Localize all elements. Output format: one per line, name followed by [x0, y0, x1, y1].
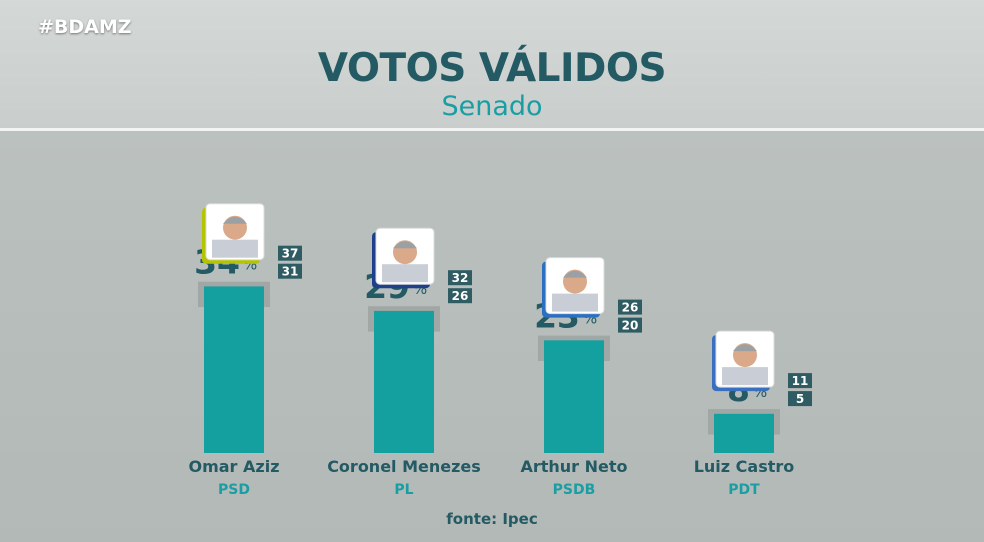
range-high-box	[278, 245, 302, 261]
bar	[714, 413, 774, 453]
range-low-label: 5	[796, 392, 804, 406]
range-high-label: 37	[282, 247, 299, 261]
photo-hair-shape	[563, 270, 587, 278]
range-high-label: 26	[622, 301, 639, 315]
party-label: PSDB	[553, 482, 596, 498]
party-label: PL	[394, 482, 413, 498]
photo-hair-shape	[393, 241, 417, 249]
hashtag-label: #BDAMZ	[38, 16, 132, 38]
bar	[544, 340, 604, 453]
photo-shirt-shape	[722, 367, 768, 386]
range-low-box	[788, 391, 812, 407]
range-low-label: 31	[282, 265, 299, 279]
range-high-box	[788, 373, 812, 389]
candidate-name-label: Omar Aziz	[188, 457, 279, 476]
photo-shirt-shape	[212, 239, 258, 258]
range-high-label: 32	[452, 271, 469, 285]
range-high-box	[448, 270, 472, 286]
range-low-label: 26	[452, 289, 469, 303]
chart-title: VOTOS VÁLIDOS	[317, 46, 667, 91]
range-high-label: 11	[792, 374, 809, 388]
party-label: PSD	[218, 482, 250, 498]
photo-shirt-shape	[552, 293, 598, 312]
party-label: PDT	[728, 482, 760, 498]
candidate-name-label: Coronel Menezes	[327, 457, 481, 476]
range-low-box	[618, 317, 642, 333]
photo-shirt-shape	[382, 264, 428, 283]
bar	[204, 286, 264, 453]
candidate-name-label: Luiz Castro	[694, 457, 795, 476]
photo-hair-shape	[223, 216, 247, 224]
source-note: fonte: Ipec	[446, 510, 538, 528]
range-low-label: 20	[622, 319, 639, 333]
range-low-box	[278, 263, 302, 279]
range-high-box	[618, 299, 642, 315]
header-divider	[0, 128, 984, 131]
header-band	[0, 0, 984, 130]
bar	[374, 310, 434, 453]
candidate-name-label: Arthur Neto	[520, 457, 627, 476]
chart-subtitle: Senado	[441, 91, 543, 122]
range-low-box	[448, 288, 472, 304]
photo-hair-shape	[733, 344, 757, 352]
